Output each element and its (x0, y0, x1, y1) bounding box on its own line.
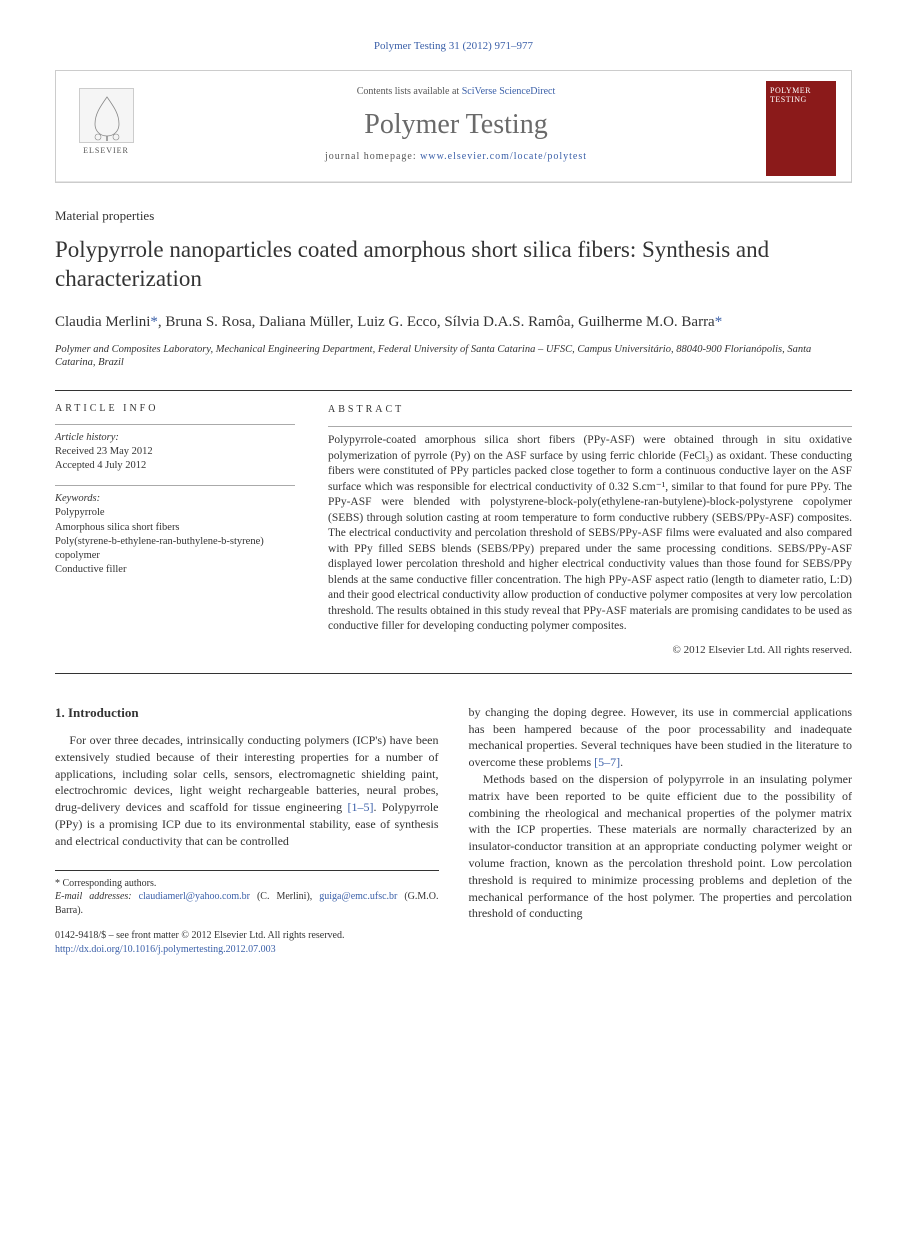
corresponding-authors-label: * Corresponding authors. (55, 877, 439, 891)
email-line: E-mail addresses: claudiamerl@yahoo.com.… (55, 890, 439, 917)
header-center: Contents lists available at SciVerse Sci… (156, 81, 756, 170)
elsevier-tree-icon (79, 88, 134, 143)
ref-link-1-5[interactable]: [1–5] (347, 800, 373, 814)
issn-copyright-line: 0142-9418/$ – see front matter © 2012 El… (55, 929, 439, 943)
homepage-prefix: journal homepage: (325, 151, 420, 162)
author-ramoa[interactable]: Sílvia D.A.S. Ramôa (444, 314, 570, 330)
email-label: E-mail addresses: (55, 891, 132, 902)
intro-paragraph-1: For over three decades, intrinsically co… (55, 732, 439, 850)
corr-mark-2[interactable]: * (715, 314, 723, 330)
contents-prefix: Contents lists available at (357, 86, 462, 97)
received-date: Received 23 May 2012 (55, 445, 295, 459)
footer-block: 0142-9418/$ – see front matter © 2012 El… (55, 929, 439, 956)
right-column: by changing the doping degree. However, … (469, 704, 853, 956)
email-barra[interactable]: guiga@emc.ufsc.br (319, 891, 397, 902)
sciencedirect-link[interactable]: SciVerse ScienceDirect (462, 86, 556, 97)
section-number: 1. (55, 705, 65, 720)
keywords-block: Keywords: Polypyrrole Amorphous silica s… (55, 485, 295, 577)
body-columns: 1. Introduction For over three decades, … (55, 704, 852, 956)
intro-paragraph-2: Methods based on the dispersion of polyp… (469, 771, 853, 922)
contents-available-line: Contents lists available at SciVerse Sci… (156, 86, 756, 97)
header-row: ELSEVIER Contents lists available at Sci… (56, 71, 851, 182)
author-merlini[interactable]: Claudia Merlini (55, 314, 150, 330)
para-text: . (620, 755, 623, 769)
intro-paragraph-1-cont: by changing the doping degree. However, … (469, 704, 853, 771)
ref-link-5-7[interactable]: [5–7] (594, 755, 620, 769)
keyword-item: Polypyrrole (55, 506, 295, 520)
homepage-link[interactable]: www.elsevier.com/locate/polytest (420, 151, 587, 162)
keywords-label: Keywords: (55, 492, 295, 506)
keyword-item: Amorphous silica short fibers (55, 521, 295, 535)
article-info-heading: ARTICLE INFO (55, 403, 295, 414)
article-section-label: Material properties (55, 208, 852, 224)
author-ecco[interactable]: Luiz G. Ecco (357, 314, 437, 330)
left-column: 1. Introduction For over three decades, … (55, 704, 439, 956)
author-barra[interactable]: Guilherme M.O. Barra (578, 314, 715, 330)
journal-cover-thumbnail[interactable]: POLYMER TESTING (766, 81, 836, 176)
history-label: Article history: (55, 431, 295, 445)
section-1-heading: 1. Introduction (55, 704, 439, 722)
email-who-1: (C. Merlini), (250, 891, 319, 902)
abstract-copyright: © 2012 Elsevier Ltd. All rights reserved… (328, 643, 852, 658)
author-rosa[interactable]: Bruna S. Rosa (165, 314, 251, 330)
abstract-heading: ABSTRACT (328, 403, 852, 417)
article-title: Polypyrrole nanoparticles coated amorpho… (55, 236, 852, 294)
page-root: Polymer Testing 31 (2012) 971–977 ELSEVI… (0, 0, 907, 986)
article-info-column: ARTICLE INFO Article history: Received 2… (55, 391, 310, 673)
article-history-block: Article history: Received 23 May 2012 Ac… (55, 424, 295, 474)
email-merlini[interactable]: claudiamerl@yahoo.com.br (139, 891, 250, 902)
doi-link[interactable]: http://dx.doi.org/10.1016/j.polymertesti… (55, 944, 276, 955)
para-text: by changing the doping degree. However, … (469, 705, 853, 769)
affiliation: Polymer and Composites Laboratory, Mecha… (55, 343, 852, 370)
header-citation: Polymer Testing 31 (2012) 971–977 (55, 40, 852, 52)
corr-mark-1[interactable]: * (150, 314, 158, 330)
section-title: Introduction (68, 705, 139, 720)
cover-title: POLYMER TESTING (770, 87, 832, 105)
author-muller[interactable]: Daliana Müller (259, 314, 350, 330)
keyword-item: Conductive filler (55, 563, 295, 577)
keyword-item: Poly(styrene-b-ethylene-ran-buthylene-b-… (55, 535, 295, 563)
abstract-text: Polypyrrole-coated amorphous silica shor… (328, 426, 852, 635)
journal-homepage-line: journal homepage: www.elsevier.com/locat… (156, 151, 756, 170)
footnotes-block: * Corresponding authors. E-mail addresse… (55, 870, 439, 918)
journal-name: Polymer Testing (156, 109, 756, 141)
info-abstract-row: ARTICLE INFO Article history: Received 2… (55, 390, 852, 674)
authors-line: Claudia Merlini*, Bruna S. Rosa, Daliana… (55, 312, 852, 333)
abstract-column: ABSTRACT Polypyrrole-coated amorphous si… (310, 391, 852, 673)
elsevier-wordmark: ELSEVIER (83, 146, 129, 155)
elsevier-logo[interactable]: ELSEVIER (71, 81, 141, 161)
accepted-date: Accepted 4 July 2012 (55, 459, 295, 473)
journal-header-box: ELSEVIER Contents lists available at Sci… (55, 70, 852, 183)
